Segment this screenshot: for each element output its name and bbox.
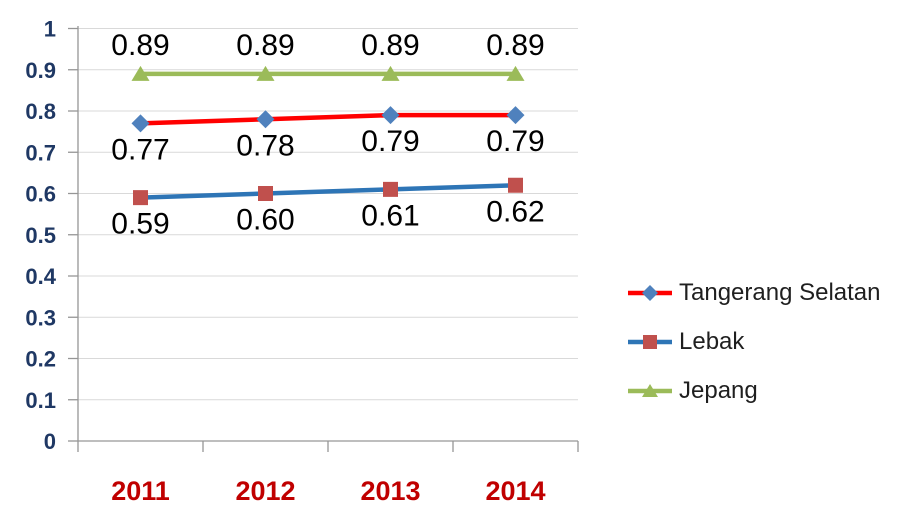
x-tick-label: 2014 bbox=[485, 476, 545, 506]
data-label: 0.78 bbox=[236, 129, 294, 162]
y-tick-label: 0 bbox=[44, 429, 56, 454]
legend-item-tangerang-selatan: Tangerang Selatan bbox=[627, 279, 881, 307]
legend-label: Lebak bbox=[679, 328, 745, 355]
data-label: 0.89 bbox=[236, 29, 294, 62]
data-point-square-icon bbox=[383, 181, 398, 197]
x-tick-label: 2013 bbox=[360, 476, 420, 506]
data-point-triangle-icon bbox=[131, 65, 150, 81]
data-label: 0.62 bbox=[486, 195, 544, 228]
y-tick-label: 0.4 bbox=[25, 264, 56, 289]
data-point-diamond-icon bbox=[256, 110, 275, 129]
data-label: 0.79 bbox=[361, 125, 419, 158]
data-label: 0.61 bbox=[361, 199, 419, 232]
data-point-diamond-icon bbox=[381, 106, 400, 125]
data-label: 0.89 bbox=[486, 29, 544, 62]
diamond-icon bbox=[642, 285, 658, 301]
y-tick-label: 0.6 bbox=[25, 182, 56, 207]
data-point-square-icon bbox=[133, 190, 148, 206]
y-tick-label: 1 bbox=[44, 17, 56, 42]
data-label: 0.77 bbox=[111, 133, 169, 166]
legend-label: Jepang bbox=[679, 377, 758, 404]
legend-item-jepang: Jepang bbox=[627, 377, 881, 405]
chart-legend: Tangerang Selatan Lebak Jepang bbox=[627, 279, 881, 426]
data-point-triangle-icon bbox=[256, 65, 275, 81]
legend-marker-diamond-icon bbox=[628, 285, 672, 301]
y-tick-label: 0.7 bbox=[25, 140, 56, 165]
series-line-tangerang-selatan bbox=[140, 112, 516, 126]
legend-marker-square-icon bbox=[628, 335, 672, 349]
data-label: 0.89 bbox=[111, 29, 169, 62]
y-tick-label: 0.2 bbox=[25, 347, 56, 372]
y-tick-label: 0.8 bbox=[25, 99, 56, 124]
data-label: 0.60 bbox=[236, 204, 294, 237]
series-line-lebak bbox=[140, 183, 516, 200]
data-point-triangle-icon bbox=[506, 65, 525, 81]
data-point-triangle-icon bbox=[381, 65, 400, 81]
y-tick-label: 0.1 bbox=[25, 388, 56, 413]
triangle-icon bbox=[642, 384, 658, 397]
data-point-diamond-icon bbox=[131, 114, 150, 133]
data-label: 0.79 bbox=[486, 125, 544, 158]
data-label: 0.59 bbox=[111, 208, 169, 241]
data-point-square-icon bbox=[258, 186, 273, 201]
data-point-square-icon bbox=[508, 177, 523, 193]
y-tick-label: 0.5 bbox=[25, 223, 56, 248]
y-tick-label: 0.9 bbox=[25, 58, 56, 83]
legend-marker-triangle-icon bbox=[628, 384, 672, 397]
legend-label: Tangerang Selatan bbox=[679, 279, 881, 306]
legend-item-lebak: Lebak bbox=[627, 328, 881, 356]
x-tick-label: 2012 bbox=[235, 476, 295, 506]
y-tick-label: 0.3 bbox=[25, 305, 56, 330]
data-label: 0.89 bbox=[361, 29, 419, 62]
x-tick-label: 2011 bbox=[111, 476, 170, 506]
square-icon bbox=[643, 335, 657, 349]
data-point-diamond-icon bbox=[506, 106, 525, 125]
